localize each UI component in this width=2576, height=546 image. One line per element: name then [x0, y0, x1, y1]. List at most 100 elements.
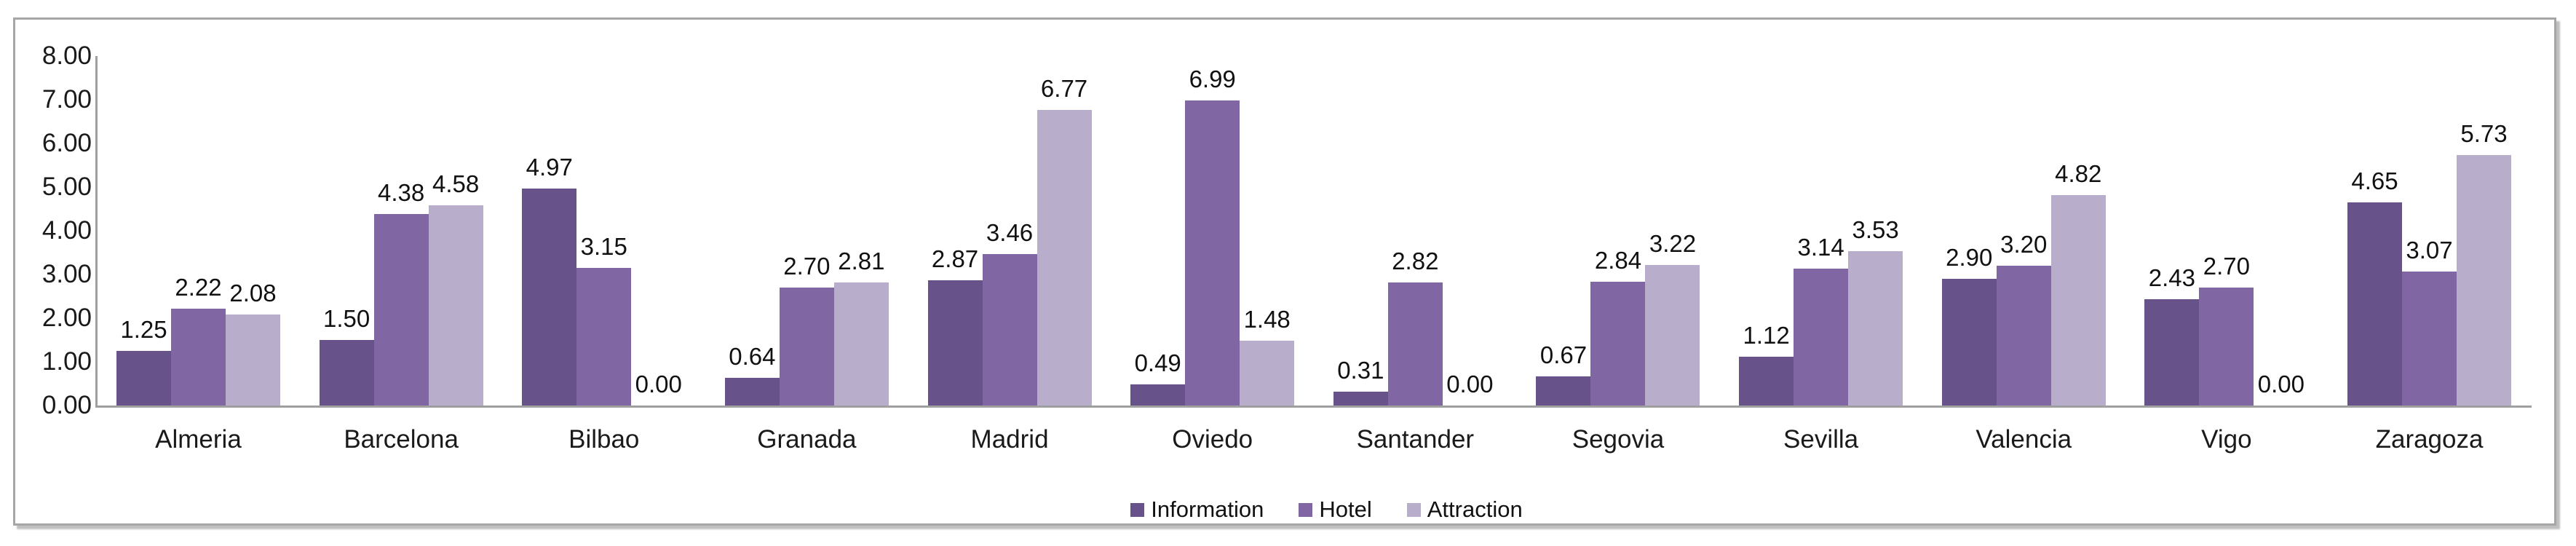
bar	[1130, 384, 1186, 405]
legend-swatch	[1406, 502, 1421, 517]
y-axis-tick-label: 2.00	[41, 304, 92, 332]
bar-value-label: 6.99	[1189, 66, 1236, 92]
bar-value-label: 4.82	[2055, 160, 2102, 187]
bar-value-label: 1.25	[120, 316, 167, 343]
bar	[1387, 282, 1443, 405]
bar-value-label: 4.97	[526, 154, 573, 181]
bar	[522, 189, 577, 405]
bar-value-label: 4.58	[432, 170, 480, 197]
x-category-label: Oviedo	[1172, 425, 1253, 454]
bar	[724, 378, 780, 405]
bar	[1037, 110, 1092, 405]
bar-value-label: 2.22	[175, 274, 222, 301]
bar-value-label: 0.49	[1134, 349, 1181, 376]
bar-value-label: 4.65	[2351, 167, 2398, 194]
x-axis-line	[95, 405, 2532, 408]
y-axis-tick-label: 8.00	[41, 41, 92, 70]
bar-value-label: 2.81	[838, 248, 885, 274]
y-axis-tick-label: 6.00	[41, 129, 92, 157]
legend-label: Hotel	[1319, 496, 1372, 522]
legend-label: Attraction	[1427, 496, 1523, 522]
bar-value-label: 3.07	[2406, 237, 2453, 264]
bar	[927, 280, 983, 405]
y-axis-tick-label: 3.00	[41, 260, 92, 288]
bar-value-label: 2.90	[1946, 244, 1993, 271]
bar-value-label: 1.48	[1243, 306, 1291, 333]
bar	[171, 309, 226, 405]
bar-value-label: 4.38	[378, 179, 425, 206]
x-category-label: Madrid	[970, 425, 1049, 454]
bar-value-label: 0.31	[1337, 357, 1384, 384]
x-category-label: Zaragoza	[2375, 425, 2484, 454]
x-category-label: Almeria	[155, 425, 242, 454]
bar	[1645, 265, 1700, 405]
x-category-label: Santander	[1356, 425, 1475, 454]
bar-value-label: 2.82	[1392, 248, 1439, 274]
y-axis-tick-label: 4.00	[41, 216, 92, 245]
bar-value-label: 2.87	[931, 245, 979, 272]
bar	[833, 282, 889, 405]
bar	[116, 351, 171, 405]
bar	[373, 214, 429, 405]
bar	[1240, 341, 1295, 405]
y-axis-tick-label: 1.00	[41, 347, 92, 376]
bar	[1941, 279, 1997, 405]
x-category-label: Valencia	[1975, 425, 2072, 454]
bar-value-label: 5.73	[2460, 120, 2508, 147]
legend-item: Attraction	[1406, 494, 1523, 525]
bar-value-label: 3.46	[986, 219, 1034, 246]
bar	[2144, 299, 2200, 405]
x-category-label: Vigo	[2201, 425, 2252, 454]
bar-value-label: 2.84	[1594, 247, 1642, 274]
bar-value-label: 0.67	[1539, 341, 1588, 368]
bar	[1739, 357, 1794, 405]
bar-value-label: 0.64	[729, 343, 776, 370]
bar	[2050, 195, 2106, 405]
x-category-label: Granada	[757, 425, 857, 454]
y-axis-tick-label: 5.00	[41, 173, 92, 201]
bar	[779, 288, 834, 405]
bar-value-label: 2.70	[2203, 253, 2250, 280]
x-category-label: Barcelona	[344, 425, 459, 454]
bar	[428, 205, 483, 405]
x-category-label: Sevilla	[1783, 425, 1859, 454]
legend-item: Hotel	[1299, 494, 1372, 525]
bar	[319, 340, 374, 405]
bar	[1996, 266, 2051, 405]
bar	[2457, 155, 2512, 405]
bar-value-label: 1.12	[1743, 322, 1790, 349]
bar	[982, 254, 1037, 405]
bar-value-label: 0.00	[2257, 371, 2304, 397]
legend-item: Information	[1130, 494, 1264, 525]
x-category-label: Bilbao	[568, 425, 640, 454]
bar-value-label: 1.50	[323, 305, 370, 332]
bar	[1333, 392, 1388, 405]
bar	[2402, 272, 2457, 405]
bar-value-label: 3.15	[580, 233, 627, 260]
legend-swatch	[1130, 502, 1145, 517]
y-axis-tick-label: 7.00	[41, 85, 92, 114]
y-axis-line	[95, 56, 98, 408]
bar	[1536, 376, 1591, 405]
legend-swatch	[1299, 502, 1313, 517]
bar-value-label: 2.43	[2148, 264, 2195, 291]
x-category-label: Segovia	[1572, 425, 1665, 454]
bar-value-label: 3.20	[2000, 231, 2048, 258]
bar-value-label: 3.14	[1797, 234, 1844, 261]
bar-value-label: 6.77	[1040, 75, 1088, 102]
bar	[1185, 100, 1240, 405]
bar	[226, 314, 280, 405]
bar	[1590, 282, 1646, 405]
bar	[1794, 269, 1849, 405]
bar-value-label: 2.70	[783, 253, 831, 280]
legend: Information Hotel Attraction	[108, 494, 2545, 525]
bar-value-label: 0.00	[635, 371, 682, 397]
y-axis-tick-label: 0.00	[41, 391, 92, 419]
legend-label: Information	[1151, 496, 1264, 522]
bar-value-label: 2.08	[229, 280, 277, 306]
bar-value-label: 0.00	[1446, 371, 1494, 397]
bar-value-label: 3.53	[1852, 216, 1899, 243]
bar	[576, 268, 632, 405]
bar	[2347, 202, 2403, 405]
